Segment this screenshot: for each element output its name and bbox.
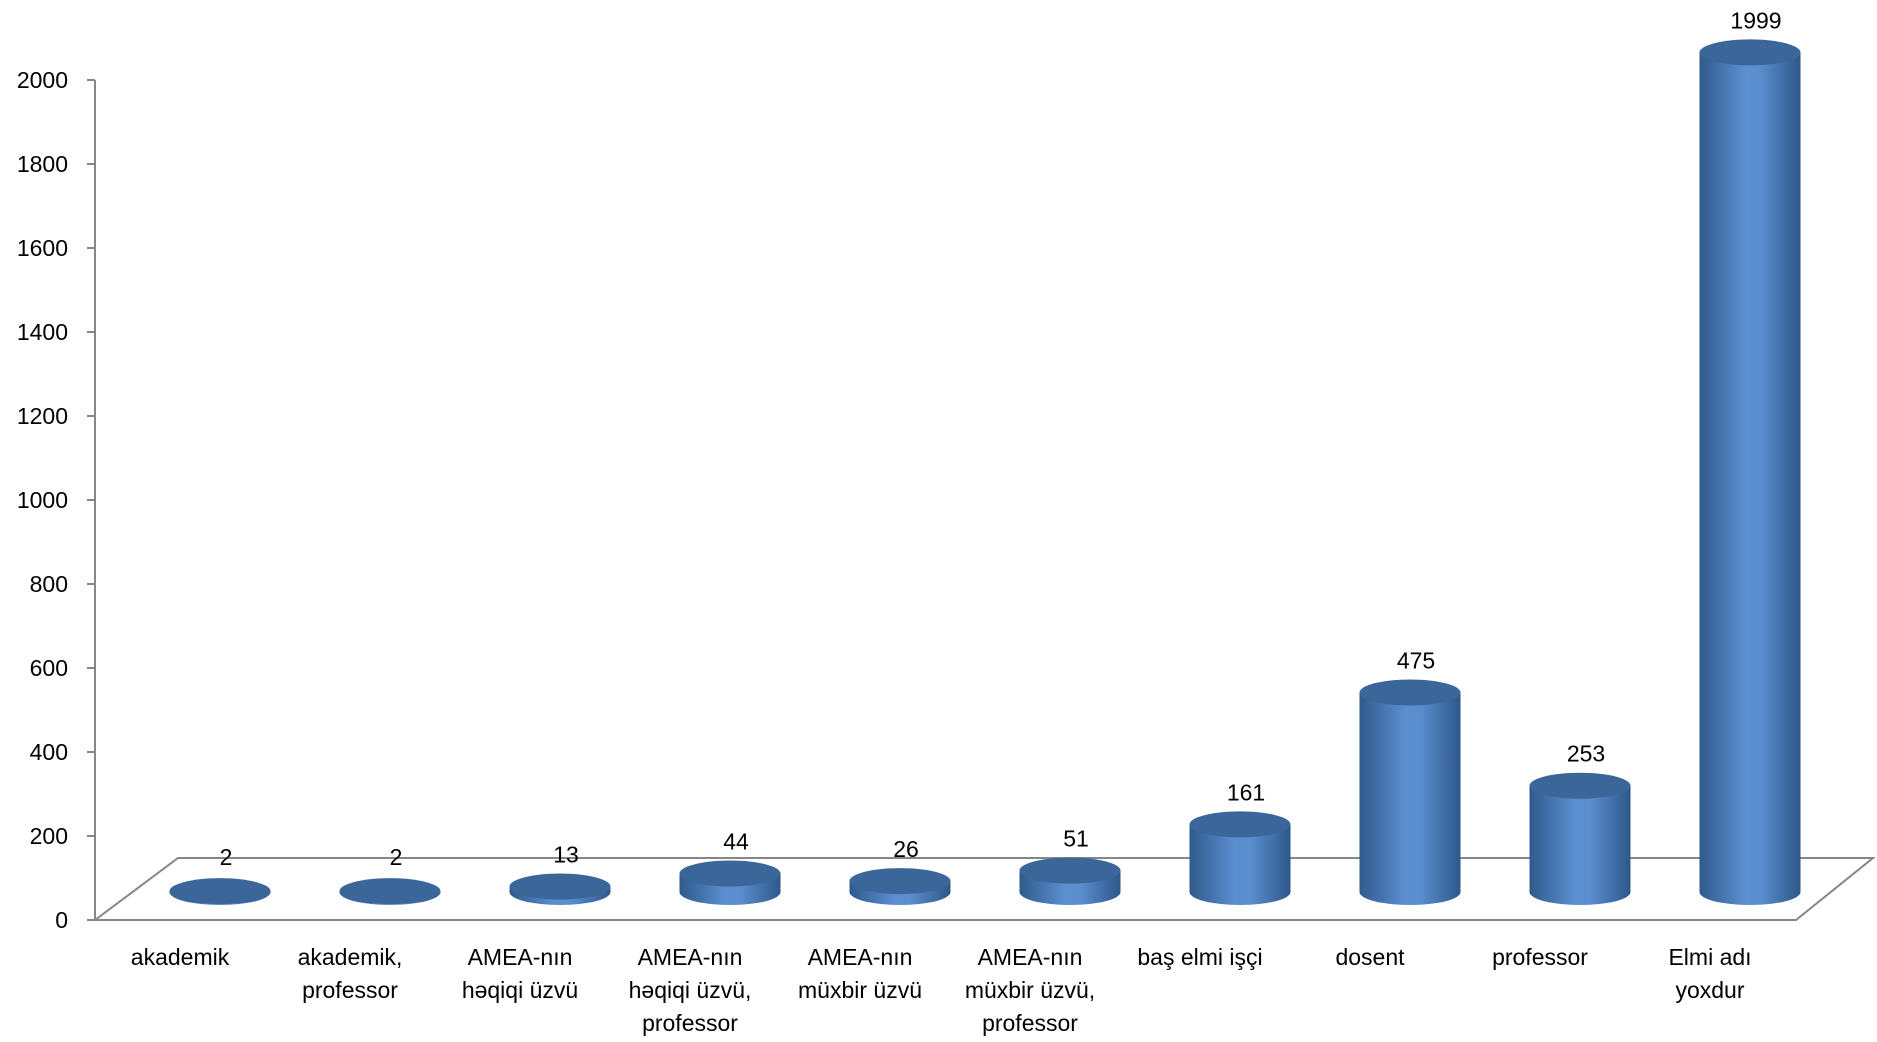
bar-top (1189, 811, 1291, 838)
category-label: akademik, professor (298, 944, 403, 1003)
y-tick-label: 1800 (17, 151, 68, 177)
category-label: akademik (131, 944, 230, 970)
category-label-line: yoxdur (1675, 977, 1744, 1003)
category-label-line: müxbir üzvü, (965, 977, 1095, 1003)
category-label-line: professor (1492, 944, 1588, 970)
bar (1699, 39, 1801, 906)
data-label: 51 (1063, 826, 1089, 852)
bar (849, 868, 951, 905)
y-tick-label: 1000 (17, 487, 68, 513)
category-label: Elmi adı yoxdur (1668, 944, 1751, 1003)
bar-series (169, 39, 1801, 906)
bar-top (1699, 39, 1801, 66)
y-tick-label: 600 (30, 655, 68, 681)
category-label-line: AMEA-nın (808, 944, 913, 970)
data-label: 44 (723, 829, 749, 855)
bar (1019, 857, 1121, 905)
bar-top (849, 868, 951, 895)
bar (1529, 772, 1631, 905)
bar (1189, 811, 1291, 905)
data-label: 13 (553, 842, 579, 868)
data-label: 2 (390, 844, 403, 870)
bar-body (1529, 785, 1631, 905)
category-label-line: Elmi adı (1668, 944, 1751, 970)
category-label: AMEA-nın müxbir üzvü, professor (965, 944, 1095, 1036)
bar-top (1019, 857, 1121, 884)
bar (339, 878, 441, 905)
bar-body (1189, 824, 1291, 905)
y-tick-label: 800 (30, 571, 68, 597)
category-label-line: AMEA-nın (638, 944, 743, 970)
category-label-line: akademik, (298, 944, 403, 970)
data-label: 161 (1227, 779, 1265, 805)
bar (1359, 679, 1461, 905)
bar-body (1699, 52, 1801, 906)
category-label-line: həqiqi üzvü (462, 977, 578, 1003)
bar-top (1529, 772, 1631, 799)
category-label: professor (1492, 944, 1588, 970)
data-labels: 2 2 13 44 26 51 161 475 253 1999 (220, 7, 1782, 870)
bar-top (169, 878, 271, 905)
category-label: AMEA-nın müxbir üzvü (798, 944, 922, 1003)
y-tick-label: 400 (30, 739, 68, 765)
category-label: AMEA-nın həqiqi üzvü, professor (629, 944, 752, 1036)
category-label-line: professor (642, 1010, 738, 1036)
y-tick-label: 2000 (17, 67, 68, 93)
category-label: dosent (1335, 944, 1405, 970)
category-label: baş elmi işçi (1137, 944, 1262, 970)
floor-plane (94, 857, 1876, 921)
category-label-line: AMEA-nın (978, 944, 1083, 970)
data-label: 26 (893, 836, 919, 862)
data-label: 475 (1397, 648, 1435, 674)
bar (509, 873, 611, 905)
bar (169, 878, 271, 905)
y-axis-ticks: 0 200 400 600 800 1000 1200 1400 1600 1800 2000 (17, 67, 95, 933)
category-label-line: professor (982, 1010, 1078, 1036)
category-label-line: baş elmi işçi (1137, 944, 1262, 970)
bar-top (339, 878, 441, 905)
data-label: 2 (220, 844, 233, 870)
bar-top (679, 860, 781, 887)
category-labels: akademik akademik, professor AMEA-nın həqiqi… (131, 944, 1752, 1036)
bar-top (509, 873, 611, 900)
y-tick-label: 200 (30, 823, 68, 849)
category-label-line: professor (302, 977, 398, 1003)
data-label: 1999 (1730, 7, 1781, 33)
category-label-line: AMEA-nın (468, 944, 573, 970)
bar-body (1359, 692, 1461, 905)
category-label-line: akademik (131, 944, 230, 970)
bar (679, 860, 781, 905)
data-label: 253 (1567, 741, 1605, 767)
category-label-line: dosent (1335, 944, 1405, 970)
category-label-line: həqiqi üzvü, (629, 977, 752, 1003)
y-tick-label: 1600 (17, 235, 68, 261)
category-label: AMEA-nın həqiqi üzvü (462, 944, 578, 1003)
y-tick-label: 0 (55, 907, 68, 933)
y-tick-label: 1400 (17, 319, 68, 345)
category-label-line: müxbir üzvü (798, 977, 922, 1003)
bar-top (1359, 679, 1461, 706)
y-tick-label: 1200 (17, 403, 68, 429)
